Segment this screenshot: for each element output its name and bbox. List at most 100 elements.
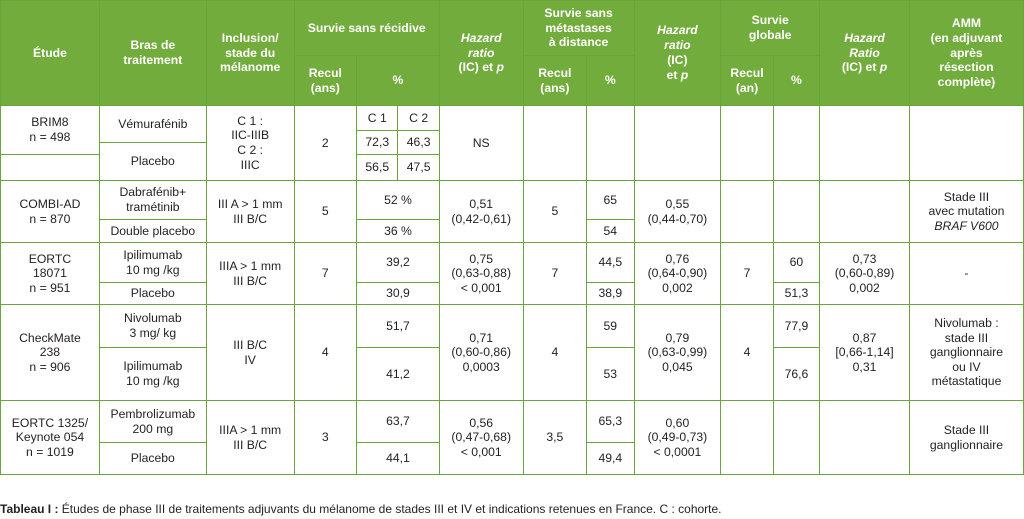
combi-bras-1: Dabrafénib+ tramétinib [98,180,207,220]
eortc1325-amm: Stade III ganglionnaire [908,400,1024,475]
eortc1325-recul: 3 [293,400,358,475]
brim8-etude-filler [0,154,100,181]
eortc18071-amm: - [908,242,1024,305]
combi-hr: 0,51 (0,42-0,61) [438,180,524,243]
table-row: CheckMate 238 n = 906 Nivolumab 3 mg/ kg… [0,304,1024,401]
table-row: Placebo [1,142,1024,181]
header-recul-sg: Recul (an) [720,55,774,106]
combi-empty-recul3 [720,180,774,243]
eortc1325-mpct-2: 49,4 [586,442,635,475]
caption-label: Tableau I : [0,502,59,516]
brim8-empty-pct3 [772,105,821,181]
combi-amm: Stade III avec mutation BRAF V600 [908,180,1024,243]
results-table: Étude Bras de traitement Inclusion/ stad… [0,0,1024,475]
brim8-c2-v2: 47,5 [397,154,440,181]
brim8-hr: NS [438,105,524,181]
eortc1325-etude: EORTC 1325/ Keynote 054 n = 1019 [0,400,100,475]
brim8-bras-2: Placebo [98,142,207,181]
header-bras: Bras de traitement [98,0,207,106]
table-row: BRIM8 n = 498 Vémurafénib C 1 : IIC-IIIB… [0,105,1024,181]
table-row: EORTC 18071 n = 951 Ipilimumab 10 mg /kg… [0,242,1024,305]
header-etude: Étude [0,0,100,106]
header-inclusion: Inclusion/ stade du mélanome [205,0,295,106]
brim8-c1-v1: 72,3 [356,130,399,155]
eortc1325-pct-1: 63,7 [356,400,440,443]
eortc18071-bras-1: Ipilimumab 10 mg /kg [98,242,207,283]
header-hr1-p: p [496,60,504,75]
header-recul-ssmd: Recul (ans) [522,55,588,106]
eortc1325-empty-pct3 [772,400,821,475]
checkmate-hr3: 0,87 [0,66-1,14] 0,31 [819,304,910,401]
eortc18071-pct-1: 39,2 [356,242,440,283]
combi-hr2: 0,55 (0,44-0,70) [633,180,722,243]
checkmate-mpct-1: 59 [586,304,635,348]
brim8-c1-v2: 56,5 [356,154,399,181]
brim8-inclusion: C 1 : IIC-IIIB C 2 : IIIC [205,105,295,181]
eortc1325-mpct-1: 65,3 [586,400,635,443]
eortc18071-hr3: 0,73 (0,60-0,89) 0,002 [819,242,910,305]
combi-empty-hr3 [819,180,910,243]
table-row: 72,3 46,3 [1,130,1024,155]
checkmate-pct-2: 41,2 [356,347,440,401]
checkmate-bras-1: Nivolumab 3 mg/ kg [98,304,207,348]
header-survie-sans-recidive: Survie sans récidive [293,0,440,56]
table-caption: Tableau I : Études de phase III de trait… [0,502,1024,516]
header-row-1: Étude Bras de traitement Inclusion/ stad… [0,0,1024,106]
header-pct-sg: % [772,55,821,106]
header-hr2-title: Hazard ratio [657,23,698,53]
header-survie-globale: Survie globale [720,0,821,56]
header-hr3-ic: (IC) et [841,60,880,75]
eortc18071-recul: 7 [293,242,358,305]
header-hazard-ratio-1: Hazard ratio (IC) et p [438,0,524,106]
brim8-empty-amm [908,105,1024,181]
table-row: Placebo 44,1 49,4 [1,442,1024,475]
eortc18071-gpct-2: 51,3 [772,282,821,305]
checkmate-recul: 4 [293,304,358,401]
header-amm: AMM (en adjuvant après résection complèt… [908,0,1024,106]
table-row: Placebo 30,9 38,9 51,3 [1,282,1024,305]
brim8-c1-label: C 1 [356,105,399,131]
eortc1325-pct-2: 44,1 [356,442,440,475]
eortc18071-mpct-1: 44,5 [586,242,635,283]
header-hr3-p: p [879,60,888,75]
eortc1325-inclusion: IIIA > 1 mm III B/C [205,400,295,475]
checkmate-hr2: 0,79 (0,63-0,99) 0,045 [633,304,722,401]
eortc1325-hr2: 0,60 (0,49-0,73) < 0,0001 [633,400,722,475]
header-hr2-p: p [680,67,689,82]
brim8-recul: 2 [293,105,358,181]
eortc1325-bras-1: Pembrolizumab 200 mg [98,400,207,443]
eortc18071-recul2: 7 [522,242,588,305]
header-hazard-ratio-3: Hazard Ratio (IC) et p [819,0,910,106]
combi-recul2: 5 [522,180,588,243]
eortc18071-pct-2: 30,9 [356,282,440,305]
header-hr3-title: Hazard Ratio [844,30,885,60]
checkmate-inclusion: III B/C IV [205,304,295,401]
header-recul-ssr: Recul (ans) [293,55,358,106]
header-hazard-ratio-2: Hazard ratio (IC) et p [633,0,722,106]
checkmate-recul2: 4 [522,304,588,401]
eortc1325-empty-recul3 [720,400,774,475]
header-hr2-ic: (IC) et [666,53,688,82]
brim8-c2-v1: 46,3 [397,130,440,155]
brim8-bras-1: Vémurafénib [98,105,207,143]
checkmate-pct-1: 51,7 [356,304,440,348]
header-hr1-title: Hazard ratio [460,30,502,60]
combi-inclusion: III A > 1 mm III B/C [205,180,295,243]
combi-mpct-1: 65 [586,180,635,220]
brim8-empty-pct2 [586,105,635,181]
combi-recul: 5 [293,180,358,243]
checkmate-etude: CheckMate 238 n = 906 [0,304,100,401]
checkmate-mpct-2: 53 [586,347,635,401]
checkmate-recul3: 4 [720,304,774,401]
brim8-empty-recul3 [720,105,774,181]
header-pct-ssmd: % [586,55,635,106]
brim8-c2-label: C 2 [397,105,440,131]
eortc18071-bras-2: Placebo [98,282,207,305]
eortc1325-recul2: 3,5 [522,400,588,475]
brim8-empty-recul2 [522,105,588,181]
caption-text: Études de phase III de traitements adjuv… [58,502,722,516]
checkmate-hr: 0,71 (0,60-0,86) 0,0003 [438,304,524,401]
eortc18071-mpct-2: 38,9 [586,282,635,305]
combi-amm-text: Stade III avec mutation [928,189,1005,219]
combi-mpct-2: 54 [586,219,635,243]
